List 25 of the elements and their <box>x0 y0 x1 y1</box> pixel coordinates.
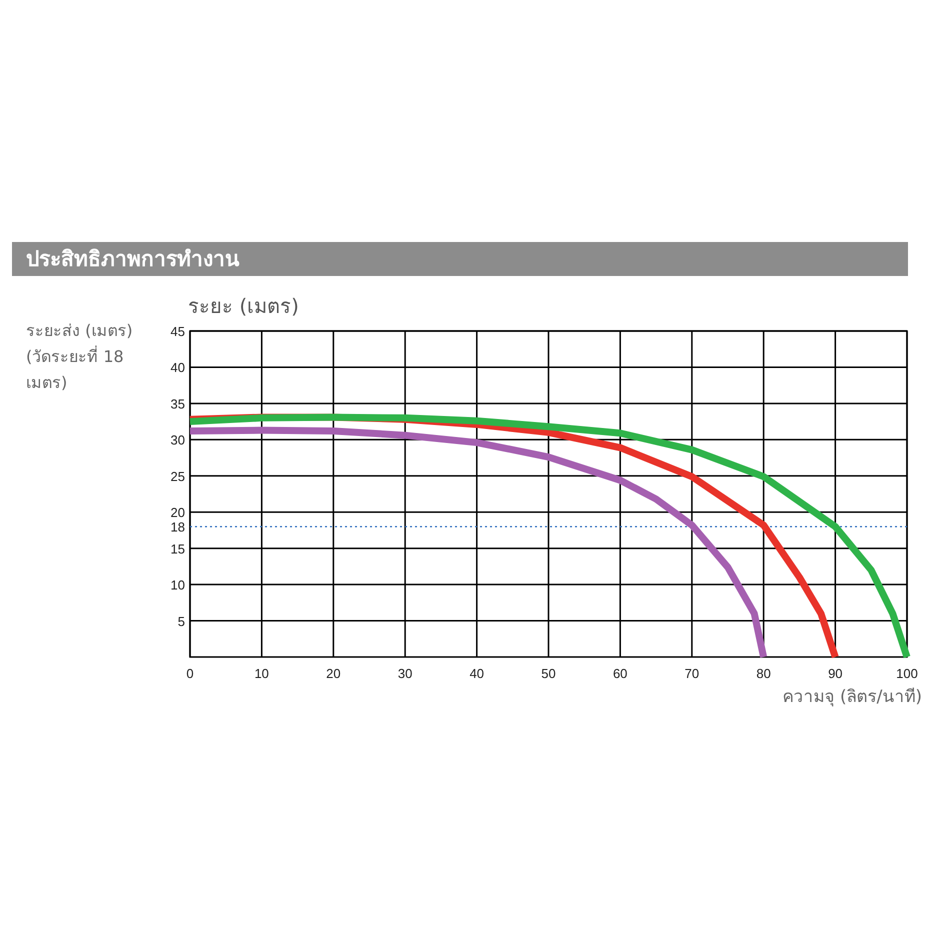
text: ระยะส่ง (เมตร) (วัดระยะที่ 18 เมตร) <box>26 320 134 394</box>
y-tick-label: 20 <box>170 505 185 520</box>
x-tick-label: 100 <box>896 666 918 681</box>
x-tick-label: 20 <box>326 666 341 681</box>
x-tick-label: 70 <box>684 666 700 681</box>
y-tick-label: 35 <box>170 396 185 412</box>
x-tick-label: 40 <box>470 666 484 681</box>
x-tick-label: 90 <box>828 666 843 681</box>
x-tick-label: 10 <box>254 666 269 681</box>
y-tick-label: 40 <box>170 360 185 376</box>
x-tick-label: 80 <box>756 666 771 681</box>
y-tick-label: 30 <box>170 432 185 448</box>
y-tick-label: 45 <box>170 324 185 339</box>
x-tick-label: 60 <box>612 666 628 681</box>
y-tick-label: 10 <box>170 578 185 593</box>
chart-title: ประสิทธิภาพการทำงาน <box>12 242 908 276</box>
y-axis-title: ระยะ (เมตร) <box>188 293 299 320</box>
x-tick-label: 0 <box>186 666 194 681</box>
y-tick-label: 15 <box>170 541 185 556</box>
y-tick-label: 25 <box>170 468 185 484</box>
y-tick-label: 5 <box>178 614 185 629</box>
x-axis-title: ความจุ (ลิตร/นาที) <box>782 686 922 709</box>
ref-line-label: 18 <box>170 520 185 535</box>
x-tick-label: 30 <box>398 666 412 681</box>
x-tick-label: 50 <box>541 666 556 681</box>
